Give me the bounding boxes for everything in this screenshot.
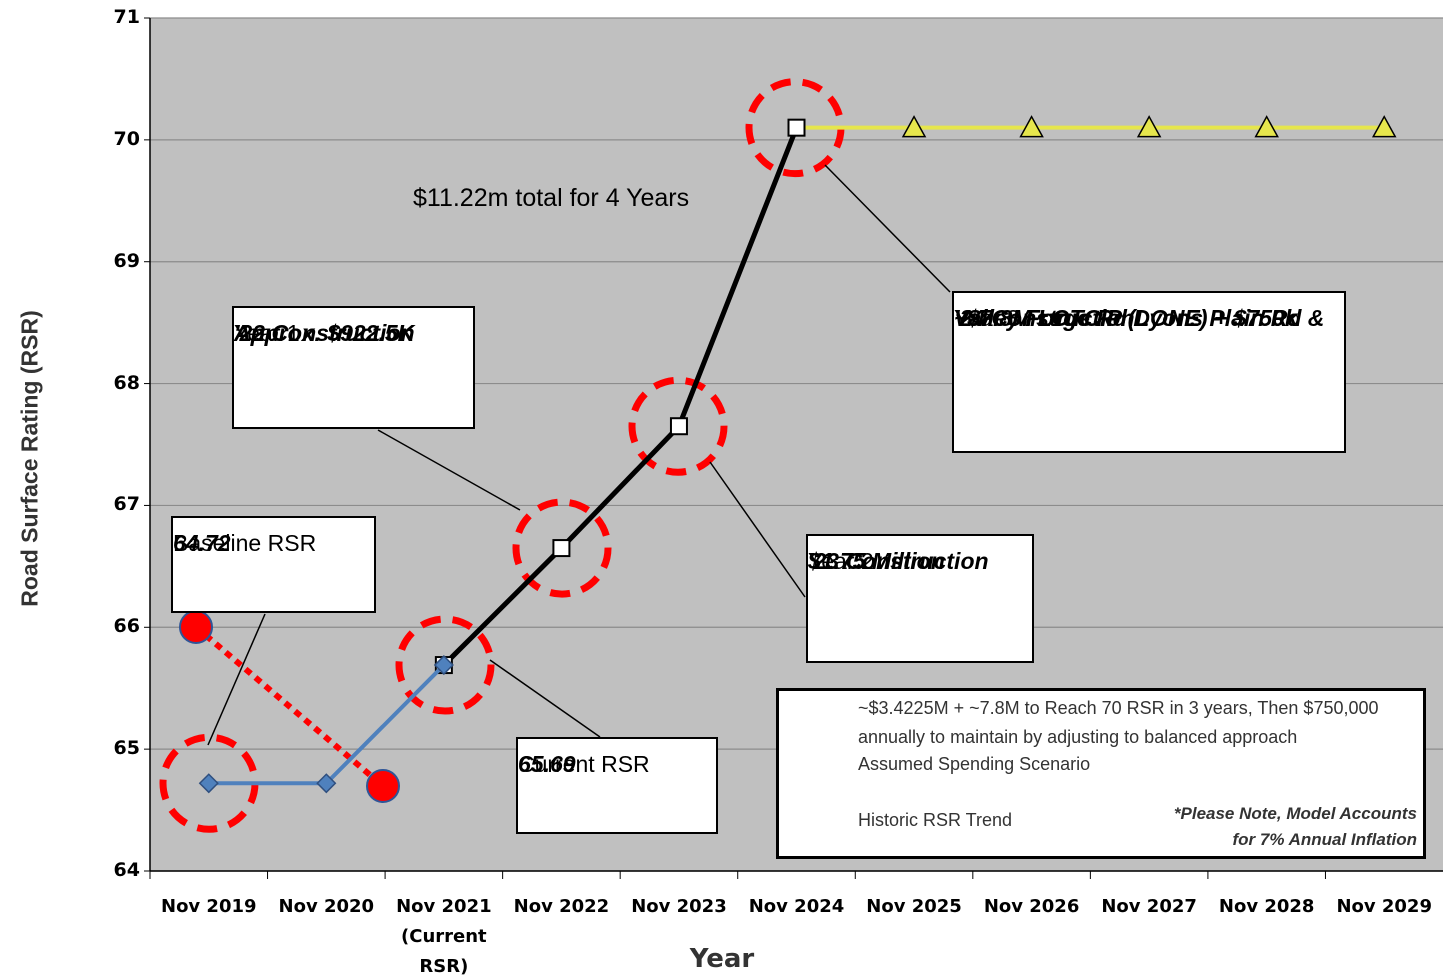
annotation-line: Valley Forge Rd DONE) + $750k xyxy=(954,305,1298,331)
y-tick-label: 71 xyxy=(113,6,140,28)
annotation-box: Year 3 ~$7.8M LOTCIP (Lyons Plain Rd & Val… xyxy=(952,291,1346,453)
y-tick-label: 69 xyxy=(113,249,140,272)
annotation-line: Current RSR xyxy=(518,751,650,777)
y-tick-label: 65 xyxy=(113,737,140,760)
legend: ~$3.4225M + ~7.8M to Reach 70 RSR in 3 y… xyxy=(776,688,1426,859)
y-tick-label: 70 xyxy=(113,127,140,150)
highlight-circle xyxy=(628,376,728,476)
data-point xyxy=(901,115,927,138)
annotation-line: '23 Construction xyxy=(808,548,989,574)
data-point xyxy=(316,773,337,794)
x-tick-label: Nov 2028 xyxy=(1218,896,1315,917)
x-tick-label: Nov 2026 xyxy=(983,896,1080,917)
annotation-box: Baseline RSR 64.72 xyxy=(171,516,376,613)
data-point xyxy=(1019,115,1044,138)
callout-line xyxy=(489,659,601,738)
callout-line xyxy=(824,164,951,293)
annotation-box: Current RSR 65.69 xyxy=(516,737,718,834)
y-tick-label: 68 xyxy=(113,371,140,394)
annotation-box: Year 2 $1.75 Million '23 Construction xyxy=(806,534,1034,663)
callout-line xyxy=(377,429,521,511)
trend-marker-dot xyxy=(366,769,400,803)
annotation-line: '22 Construction xyxy=(234,320,415,346)
trend-marker-dot xyxy=(179,610,213,644)
annotation-line: '24 Construction xyxy=(954,305,1135,331)
data-point xyxy=(1371,115,1397,138)
callout-line xyxy=(207,613,266,746)
annotation-box: Year 1 Approx. $922.5K '22 Construction xyxy=(232,306,475,429)
annotation-line: Year 1 xyxy=(234,320,300,346)
y-axis-label: Road Surface Rating (RSR) xyxy=(16,310,43,607)
highlight-circle xyxy=(512,498,612,598)
legend-label: Historic RSR Trend xyxy=(858,810,1013,830)
legend-label: ~$3.4225M + ~7.8M to Reach 70 RSR in 3 y… xyxy=(858,698,1379,747)
y-tick-label: 64 xyxy=(113,859,140,881)
x-tick-label: Nov 2024 xyxy=(748,896,845,917)
data-point xyxy=(552,539,571,558)
legend-note: *Please Note, Model Accounts for 7% Annu… xyxy=(1173,804,1417,849)
x-tick-label: Nov 2020 xyxy=(278,896,375,917)
series-line xyxy=(442,126,799,667)
annotation-line: $1.75 Million xyxy=(808,548,945,574)
data-point xyxy=(1254,115,1279,138)
highlight-circle xyxy=(395,615,495,715)
x-tick-label: Nov 2025 xyxy=(866,896,962,917)
data-point xyxy=(198,773,219,794)
data-point xyxy=(433,655,454,676)
x-tick-label: Nov 2023 xyxy=(631,896,727,917)
y-tick-label: 67 xyxy=(113,493,140,516)
annotation-line: Baseline RSR xyxy=(173,530,317,556)
x-tick-label: Nov 2029 xyxy=(1336,896,1432,917)
x-axis-label: Year xyxy=(689,944,755,974)
annotation-line: 64.72 xyxy=(173,530,231,556)
total-note: $11.22m total for 4 Years xyxy=(413,184,690,212)
callout-line xyxy=(709,461,806,598)
legend-label: Assumed Spending Scenario xyxy=(858,754,1091,774)
x-tick-label: Nov 2019 xyxy=(161,896,257,917)
annotation-line: 65.69 xyxy=(518,751,576,777)
data-point xyxy=(787,118,806,137)
x-tick-label: Nov 2021 (Current RSR) xyxy=(396,896,492,976)
x-tick-label: Nov 2027 xyxy=(1101,896,1197,917)
y-tick-label: 66 xyxy=(113,615,140,638)
data-point xyxy=(1136,115,1162,138)
annotation-line: Year 2 xyxy=(808,548,874,574)
data-point xyxy=(669,417,688,436)
annotation-line: ~$7.8M LOTCIP (Lyons Plain Rd & xyxy=(954,305,1325,331)
annotation-line: Year 3 xyxy=(954,305,1020,331)
x-tick-label: Nov 2022 xyxy=(513,896,610,917)
annotation-line: Approx. $922.5K xyxy=(234,320,415,346)
trend-marker-line xyxy=(194,624,385,789)
